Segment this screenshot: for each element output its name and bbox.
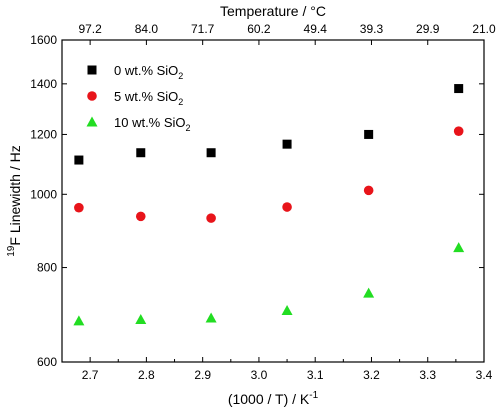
x-tick-label: 2.7 [82,368,99,382]
x-tick-label: 3.1 [307,368,324,382]
data-point-series-1 [282,139,292,149]
legend-marker-series-3 [86,116,98,127]
legend-label-series-1: 0 wt.% SiO2 [114,63,183,81]
x-tick-label: 3.3 [419,368,436,382]
data-point-series-3 [363,287,375,298]
top-axis-title: Temperature / °C [220,3,326,19]
data-point-series-2 [282,202,292,212]
top-tick-label: 21.0 [472,22,496,36]
data-point-series-3 [453,242,465,253]
top-tick-label: 49.4 [304,22,328,36]
y-tick-label: 1400 [30,77,57,91]
x-axis-title: (1000 / T) / K-1 [228,390,319,407]
y-tick-label: 1200 [30,127,57,141]
data-point-series-2 [74,202,84,213]
x-tick-label: 2.8 [138,368,155,382]
data-point-series-1 [136,148,146,158]
top-tick-label: 29.9 [416,22,440,36]
data-point-series-1 [206,148,216,158]
y-tick-label: 1000 [30,187,57,201]
data-point-series-3 [135,313,147,324]
y-tick-label: 1600 [30,33,57,47]
y-tick-label: 600 [37,355,57,369]
legend-marker-series-1 [87,65,97,75]
y-tick-label: 800 [37,261,57,275]
data-point-series-1 [454,84,464,94]
data-point-series-1 [74,155,84,165]
data-point-series-2 [135,211,146,222]
data-point-series-2 [453,126,464,136]
x-tick-label: 3.4 [476,368,493,382]
data-point-series-3 [281,304,293,315]
data-point-series-2 [206,213,216,223]
x-tick-label: 2.9 [194,368,211,382]
data-point-series-1 [364,129,374,139]
plot-frame [61,39,485,363]
top-tick-label: 84.0 [135,22,159,36]
legend-label-series-2: 5 wt.% SiO2 [114,89,183,107]
y-axis-title: 19F Linewidth / Hz [6,145,23,257]
top-tick-label: 71.7 [191,22,215,36]
top-tick-label: 39.3 [360,22,384,36]
top-tick-label: 60.2 [247,22,271,36]
x-tick-label: 3.0 [251,368,268,382]
x-tick-label: 3.2 [363,368,380,382]
legend-label-series-3: 10 wt.% SiO2 [114,115,191,133]
legend-marker-series-2 [87,91,97,101]
data-point-series-3 [73,315,85,326]
top-tick-label: 97.2 [78,22,102,36]
data-point-series-2 [363,185,374,196]
data-point-series-3 [205,312,217,323]
